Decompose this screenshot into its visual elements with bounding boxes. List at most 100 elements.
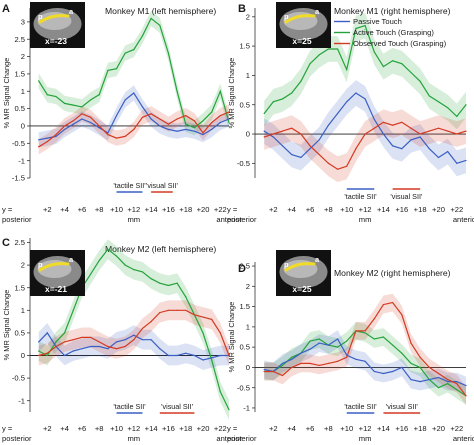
data-point-observed xyxy=(133,128,135,131)
data-point-passive xyxy=(219,354,221,357)
data-point-observed xyxy=(428,130,430,132)
data-point-passive xyxy=(185,352,187,354)
data-point-passive xyxy=(124,339,126,341)
data-point-observed xyxy=(89,336,92,339)
data-point-passive xyxy=(115,114,118,117)
slice-tick-label: +6 xyxy=(306,424,315,433)
data-point-observed xyxy=(46,140,48,143)
data-point-active xyxy=(72,309,74,311)
data-point-passive xyxy=(263,368,265,371)
visual-sii-label: 'visual SII' xyxy=(386,402,419,411)
data-point-active xyxy=(392,344,394,346)
data-point-passive xyxy=(447,151,449,153)
y-tick-label: 2 xyxy=(246,12,250,21)
visual-sii-label: 'visual SII' xyxy=(390,192,423,201)
data-point-passive xyxy=(185,128,187,131)
y-tick-label: 2 xyxy=(21,52,25,61)
data-point-active xyxy=(355,27,357,30)
data-point-observed xyxy=(72,120,74,122)
data-point-observed xyxy=(211,121,213,124)
data-point-observed xyxy=(176,309,178,311)
data-point-active xyxy=(107,248,109,250)
data-point-active xyxy=(419,80,421,82)
data-point-passive xyxy=(211,357,213,359)
data-point-active xyxy=(382,336,385,338)
slice-tick-label: +18 xyxy=(179,205,192,214)
inset-slice-label: x=25 xyxy=(292,36,311,46)
data-point-passive xyxy=(318,139,320,141)
data-point-passive xyxy=(150,118,152,120)
data-point-passive xyxy=(410,139,412,141)
data-point-passive xyxy=(193,354,195,357)
data-point-active xyxy=(46,94,48,96)
data-point-active xyxy=(150,17,152,20)
sii-roi-highlight xyxy=(38,14,70,24)
data-point-observed xyxy=(133,339,135,341)
data-point-active xyxy=(263,112,265,115)
data-point-active xyxy=(89,273,92,275)
data-point-passive xyxy=(382,133,385,135)
y-tick-label: 1 xyxy=(246,322,250,331)
data-point-observed xyxy=(124,345,126,348)
data-point-active xyxy=(392,60,394,62)
data-point-active xyxy=(228,409,230,411)
y-tick-label: 1.5 xyxy=(239,42,250,51)
data-point-passive xyxy=(309,348,311,350)
data-point-observed xyxy=(167,123,170,125)
data-point-observed xyxy=(456,133,458,135)
slice-tick-label: +4 xyxy=(287,424,296,433)
slice-tick-label: +10 xyxy=(340,205,353,214)
data-point-observed xyxy=(401,314,403,316)
data-point-active xyxy=(291,356,293,358)
data-point-passive xyxy=(309,148,311,150)
data-point-passive xyxy=(150,339,152,341)
data-point-active xyxy=(159,282,161,284)
data-point-observed xyxy=(410,127,412,129)
data-point-active xyxy=(410,362,412,364)
data-point-observed xyxy=(346,356,348,358)
y-tick-label: 2.5 xyxy=(14,35,25,44)
data-point-observed xyxy=(346,165,348,167)
y-tick-label: 1 xyxy=(21,87,25,96)
data-point-passive xyxy=(89,121,92,124)
data-point-observed xyxy=(364,133,366,135)
data-point-active xyxy=(219,90,221,92)
series-band-active xyxy=(38,239,230,420)
brain-inset: p a x=25 xyxy=(276,250,331,296)
data-point-passive xyxy=(419,136,421,138)
data-point-passive xyxy=(410,378,412,381)
panel-C: C Monkey M2 (left hemisphere) -1 -0.5 0 0.5 1 1… xyxy=(2,237,243,443)
data-point-passive xyxy=(291,358,293,360)
data-point-active xyxy=(300,80,302,82)
data-point-active xyxy=(55,95,57,98)
data-point-observed xyxy=(211,318,213,320)
data-point-passive xyxy=(336,112,339,115)
data-point-passive xyxy=(281,145,284,147)
data-point-passive xyxy=(437,376,440,379)
data-point-observed xyxy=(392,124,394,126)
series-band-active xyxy=(264,322,466,405)
inset-anterior-marker: a xyxy=(69,7,74,16)
data-point-active xyxy=(437,101,440,103)
data-point-active xyxy=(291,92,293,94)
data-point-active xyxy=(133,49,135,51)
data-point-observed xyxy=(437,372,440,375)
data-point-passive xyxy=(193,130,195,132)
data-point-observed xyxy=(219,332,221,334)
data-point-passive xyxy=(392,145,394,147)
data-point-passive xyxy=(133,334,135,336)
data-point-active xyxy=(159,24,161,26)
data-point-passive xyxy=(141,106,144,108)
data-point-passive xyxy=(272,136,274,138)
data-point-active xyxy=(176,90,178,92)
data-point-active xyxy=(115,255,118,257)
mm-label: mm xyxy=(359,215,372,224)
data-point-active xyxy=(107,69,109,72)
data-point-active xyxy=(309,63,311,65)
inset-anterior-marker: a xyxy=(69,255,74,264)
y-tick-label: 2 xyxy=(246,282,250,291)
data-point-active xyxy=(410,71,412,74)
slice-tick-label: +12 xyxy=(127,424,140,433)
data-point-active xyxy=(38,80,40,82)
data-point-observed xyxy=(219,114,221,117)
